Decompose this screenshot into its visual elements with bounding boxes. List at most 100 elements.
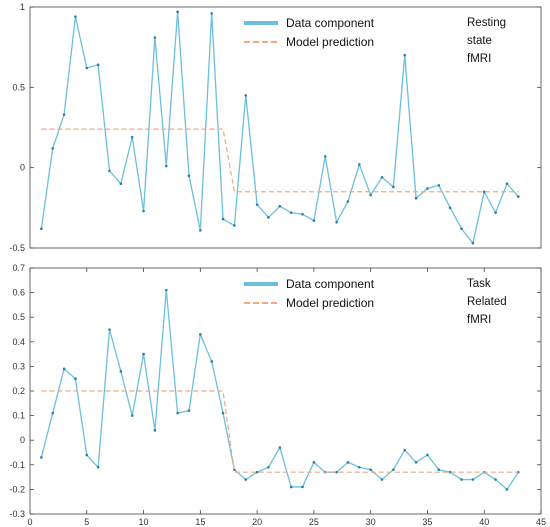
data-point: [346, 200, 350, 203]
data-point: [130, 414, 134, 417]
y-tick-label: 0: [20, 163, 25, 173]
y-tick-label: 0.5: [12, 312, 25, 322]
data-point: [278, 446, 282, 449]
y-tick-label: 0.2: [12, 386, 25, 396]
legend-label: Data component: [286, 277, 375, 291]
data-point: [221, 217, 225, 221]
data-point: [392, 468, 395, 472]
data-point: [505, 488, 509, 491]
x-tick-label: 0: [27, 517, 32, 527]
data-point: [482, 190, 486, 194]
data-point: [335, 470, 338, 474]
data-point: [176, 411, 179, 415]
x-tick-label: 25: [309, 517, 319, 527]
data-point: [369, 468, 372, 472]
data-point: [40, 456, 43, 459]
data-point: [516, 195, 520, 198]
data-point: [437, 468, 441, 472]
data-point: [426, 187, 429, 190]
data-point: [460, 227, 463, 231]
legend-label: Model prediction: [286, 35, 374, 49]
model-prediction-line: [41, 390, 519, 473]
data-point: [233, 224, 236, 227]
data-point: [312, 461, 316, 464]
data-point: [267, 465, 270, 469]
data-point: [199, 333, 202, 336]
chart-panel-2: -0.3 -0.2 -0.1 0 0.1 0.2 0.3 0.4 0.5 0.6 0.7 0 5 10 15…: [9, 263, 546, 527]
data-point: [51, 147, 55, 150]
data-point: [85, 66, 89, 70]
x-tick-label: 30: [366, 517, 376, 527]
chart-panel-1: -0.5 0 0.5 1 Data component Model prediction R…: [9, 2, 542, 253]
y-tick-label: -0.1: [9, 460, 25, 470]
data-point: [312, 219, 316, 222]
data-point: [369, 193, 372, 197]
data-point: [210, 360, 213, 363]
panel-annotation: fMRI: [467, 53, 491, 65]
panel-annotation: fMRI: [467, 314, 491, 326]
x-tick-label: 5: [84, 517, 89, 527]
data-point: [96, 465, 100, 469]
data-point: [153, 36, 157, 39]
data-point: [255, 203, 259, 206]
data-point: [460, 478, 463, 481]
y-tick-label: 0.3: [12, 361, 25, 371]
data-point: [414, 196, 418, 200]
data-point: [62, 367, 66, 371]
data-point: [426, 453, 429, 457]
y-tick-label: -0.2: [9, 484, 25, 494]
data-point: [289, 211, 293, 214]
data-point: [130, 135, 134, 139]
x-tick-label: 45: [536, 517, 546, 527]
data-point: [108, 169, 111, 173]
data-point: [199, 229, 202, 232]
data-point: [358, 465, 361, 469]
data-point: [403, 448, 407, 452]
data-point: [335, 220, 338, 224]
data-point: [96, 63, 100, 67]
data-point: [278, 204, 282, 208]
data-point: [358, 163, 361, 166]
y-tick-label: 0.6: [12, 288, 25, 298]
y-tick-label: 0.7: [12, 263, 25, 273]
data-point: [40, 227, 43, 231]
data-point: [255, 470, 259, 474]
data-point: [267, 216, 270, 219]
data-point: [108, 328, 111, 331]
y-tick-label: -0.5: [9, 243, 25, 253]
y-tick-label: 1: [20, 2, 25, 12]
x-tick-label: 35: [422, 517, 432, 527]
legend-label: Model prediction: [286, 296, 374, 310]
data-point: [164, 288, 168, 292]
panel-annotation: state: [467, 35, 492, 47]
data-point: [448, 206, 452, 210]
data-point: [74, 377, 77, 381]
data-point: [164, 164, 168, 168]
data-point: [142, 209, 145, 213]
x-tick-label: 15: [195, 517, 205, 527]
data-point: [62, 113, 66, 116]
data-point: [85, 453, 89, 457]
data-point: [187, 174, 191, 177]
x-tick-label: 10: [139, 517, 149, 527]
data-point: [494, 478, 497, 481]
data-point: [505, 182, 509, 186]
data-point: [494, 211, 497, 214]
data-point: [51, 411, 55, 415]
data-point: [176, 10, 179, 14]
data-point: [380, 478, 384, 481]
model-prediction-line: [41, 128, 519, 193]
data-point: [414, 461, 418, 464]
data-point: [119, 182, 123, 186]
panel-annotation: Related: [467, 296, 507, 308]
y-tick-label: -0.3: [9, 509, 25, 519]
data-point: [74, 15, 77, 18]
data-point: [323, 155, 327, 158]
data-point: [448, 470, 452, 474]
data-point: [221, 411, 225, 415]
data-point: [301, 212, 304, 216]
data-point: [392, 185, 395, 189]
data-point: [142, 352, 145, 356]
